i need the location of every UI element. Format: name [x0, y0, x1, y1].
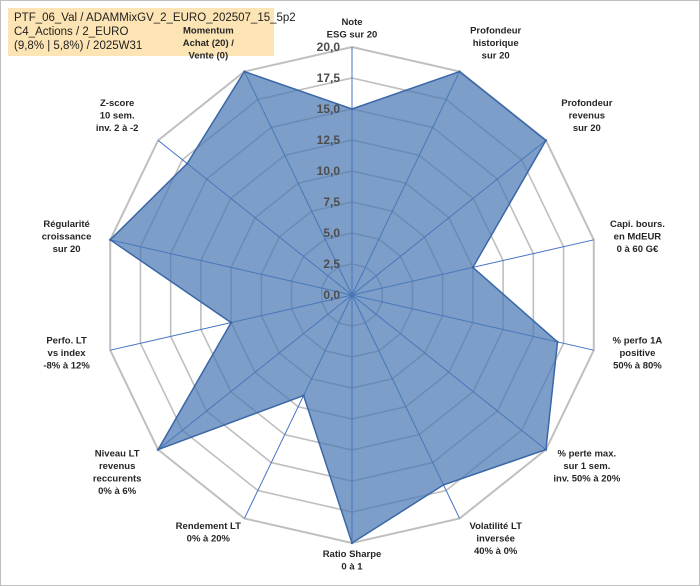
axis-label-9-line-2: reccurents: [93, 473, 142, 484]
axis-label-8-line-0: Rendement LT: [176, 521, 241, 532]
axis-label-3-line-0: Capi. bours.: [610, 219, 665, 230]
series-point-4: [556, 340, 559, 344]
axis-label-11-line-0: Régularité: [43, 219, 89, 230]
axis-label-10-line-1: vs index: [48, 348, 87, 359]
axis-label-13-line-2: Vente (0): [189, 50, 229, 61]
axis-label-11-line-2: sur 20: [53, 244, 81, 255]
axis-label-13-line-1: Achat (20) /: [183, 38, 235, 49]
axis-label-5-line-2: inv. 50% à 20%: [553, 473, 620, 484]
axis-label-7-line-1: 0 à 1: [341, 562, 363, 573]
series-point-8: [302, 394, 305, 397]
tick-label-0: 0,0: [323, 288, 340, 302]
series-point-5: [544, 448, 548, 451]
axis-label-10-line-0: Perfo. LT: [46, 336, 87, 347]
radar-series: [109, 70, 559, 545]
series-point-0: [350, 107, 354, 111]
axis-label-0-line-1: ESG sur 20: [327, 30, 378, 41]
tick-label-6: 15,0: [317, 102, 341, 116]
axis-label-1-line-0: Profondeur: [470, 25, 521, 36]
axis-label-7-line-0: Ratio Sharpe: [323, 549, 382, 560]
axis-label-2-line-1: revenus: [569, 111, 605, 122]
series-point-1: [458, 70, 461, 73]
tick-label-2: 5,0: [323, 226, 340, 240]
axis-label-9-line-3: 0% à 6%: [98, 486, 137, 497]
axis-label-3-line-1: en MdEUR: [614, 231, 662, 242]
tick-label-5: 12,5: [317, 133, 341, 147]
series-point-7: [350, 541, 354, 545]
header-line-2: C4_Actions / 2_EURO: [14, 26, 129, 38]
axis-label-12-line-1: 10 sem.: [100, 111, 135, 122]
axis-label-4-line-1: positive: [619, 348, 655, 359]
tick-label-7: 17,5: [317, 71, 341, 85]
tick-label-3: 7,5: [323, 195, 340, 209]
axis-label-5-line-0: % perte max.: [558, 448, 617, 459]
series-point-10: [229, 321, 233, 324]
axis-label-0-line-0: Note: [341, 17, 362, 28]
tick-label-1: 2,5: [323, 257, 340, 271]
series-point-9: [156, 448, 160, 451]
axis-label-9-line-0: Niveau LT: [95, 448, 140, 459]
tick-label-4: 10,0: [317, 164, 341, 178]
axis-label-13-line-0: Momentum: [183, 25, 234, 36]
series-point-3: [471, 266, 475, 269]
axis-label-6-line-0: Volatilité LT: [469, 521, 522, 532]
axis-label-4-line-2: 50% à 80%: [613, 361, 662, 372]
axis-label-4-line-0: % perfo 1A: [613, 336, 663, 347]
axis-label-10-line-2: -8% à 12%: [43, 361, 90, 372]
header-line-3: (9,8% | 5,8%) / 2025W31: [14, 40, 143, 52]
axis-label-5-line-1: sur 1 sem.: [563, 461, 610, 472]
axis-label-12-line-0: Z-score: [100, 98, 134, 109]
axis-label-1-line-1: historique: [473, 38, 519, 49]
series-point-13: [243, 70, 246, 73]
axis-label-2-line-2: sur 20: [573, 123, 601, 134]
axis-label-6-line-2: 40% à 0%: [474, 546, 518, 557]
series-point-2: [544, 139, 548, 142]
axis-label-11-line-1: croissance: [42, 231, 92, 242]
axis-label-3-line-2: 0 à 60 G€: [617, 244, 659, 255]
chart-header: PTF_06_Val / ADAMMixGV_2_EURO_202507_15_…: [8, 8, 296, 56]
axis-label-8-line-1: 0% à 20%: [187, 534, 231, 545]
tick-label-8: 20,0: [317, 40, 341, 54]
axis-label-1-line-2: sur 20: [482, 50, 510, 61]
axis-label-2-line-0: Profondeur: [561, 98, 612, 109]
axis-label-9-line-1: revenus: [99, 461, 135, 472]
radar-tick-labels: 0,0 2,5 5,0 7,5 10,0 12,5 15,0 17,5 20,0: [317, 40, 341, 302]
series-point-6: [442, 483, 445, 487]
axis-label-12-line-2: inv. 2 à -2: [96, 123, 139, 134]
series-point-11: [109, 238, 112, 242]
momentum-label-highlight: [174, 23, 243, 37]
axis-label-6-line-1: inversée: [476, 534, 515, 545]
header-line-1: PTF_06_Val / ADAMMixGV_2_EURO_202507_15_…: [14, 12, 296, 24]
series-point-12: [185, 162, 189, 165]
